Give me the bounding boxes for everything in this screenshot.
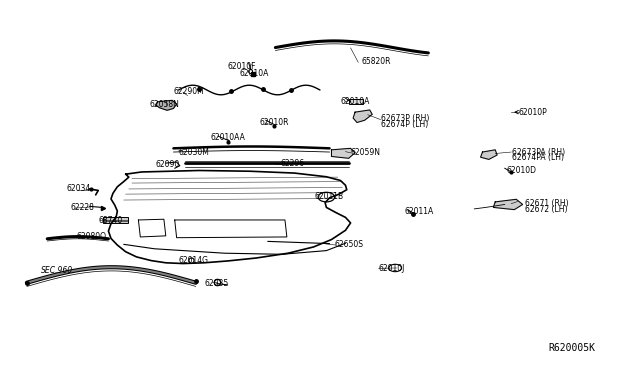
- Text: 62034: 62034: [67, 185, 91, 193]
- Text: 62035: 62035: [204, 279, 228, 288]
- Text: 62673PA (RH): 62673PA (RH): [513, 148, 566, 157]
- Circle shape: [318, 192, 335, 202]
- Circle shape: [389, 264, 401, 272]
- Polygon shape: [332, 148, 355, 158]
- Text: R620005K: R620005K: [548, 343, 595, 353]
- Text: 62011A: 62011A: [404, 206, 433, 216]
- Text: 62010A: 62010A: [340, 97, 370, 106]
- Text: 62010F: 62010F: [228, 61, 256, 71]
- Text: 62674PA (LH): 62674PA (LH): [513, 153, 564, 162]
- Text: 62010R: 62010R: [259, 118, 289, 127]
- Polygon shape: [481, 150, 497, 160]
- Text: 62030M: 62030M: [179, 148, 209, 157]
- Polygon shape: [353, 110, 372, 122]
- Text: SEC.960: SEC.960: [41, 266, 73, 275]
- Text: 68740: 68740: [99, 216, 122, 225]
- Text: 62671 (RH): 62671 (RH): [525, 199, 569, 208]
- Text: 62090: 62090: [156, 160, 180, 170]
- Text: 62058N: 62058N: [149, 100, 179, 109]
- Polygon shape: [493, 199, 523, 210]
- Text: 62010J: 62010J: [379, 264, 405, 273]
- Bar: [103, 217, 127, 223]
- Text: 62010AA: 62010AA: [211, 133, 245, 142]
- Text: 62650S: 62650S: [334, 240, 363, 249]
- Text: 62296: 62296: [280, 158, 305, 168]
- Bar: [349, 99, 363, 104]
- Text: 65820R: 65820R: [362, 57, 391, 66]
- Text: 62011B: 62011B: [315, 192, 344, 201]
- Text: 62059N: 62059N: [351, 148, 381, 157]
- Text: 62080Q: 62080Q: [77, 232, 107, 241]
- Polygon shape: [156, 100, 177, 110]
- Text: 62290M: 62290M: [173, 87, 204, 96]
- Text: 62010D: 62010D: [506, 166, 536, 175]
- Text: 62672 (LH): 62672 (LH): [525, 205, 568, 214]
- Text: 62014G: 62014G: [179, 256, 209, 266]
- Text: 62674P (LH): 62674P (LH): [381, 120, 428, 129]
- Text: 62010A: 62010A: [239, 69, 268, 78]
- Text: 62010P: 62010P: [519, 108, 548, 117]
- Text: 62228: 62228: [70, 203, 94, 212]
- Text: 62673P (RH): 62673P (RH): [381, 114, 429, 123]
